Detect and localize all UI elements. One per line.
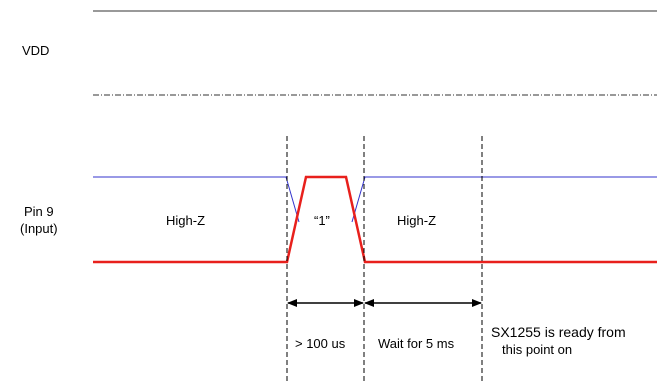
duration-100us-label: > 100 us [295,336,346,351]
pin9-label: Pin 9 [24,204,54,219]
high-z-line-left [93,176,300,223]
drive-one-label: “1” [314,213,330,228]
vdd-label: VDD [22,43,50,58]
ready-label-line1: SX1255 is ready from [491,324,626,340]
wait-5ms-label: Wait for 5 ms [378,336,455,351]
pin9-drive-line [93,175,657,264]
high-z-right-label: High-Z [397,213,437,228]
high-z-line-right [351,176,657,223]
high-z-left-label: High-Z [166,213,206,228]
ready-label-line2: this point on [502,342,573,357]
pin9-input-label: (Input) [20,221,58,236]
